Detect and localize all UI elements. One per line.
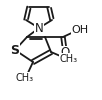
Text: N: N: [35, 22, 43, 34]
Text: O: O: [60, 46, 70, 59]
Text: CH₃: CH₃: [60, 54, 78, 64]
Text: OH: OH: [71, 25, 89, 35]
Text: CH₃: CH₃: [16, 73, 34, 83]
Text: S: S: [11, 44, 19, 56]
